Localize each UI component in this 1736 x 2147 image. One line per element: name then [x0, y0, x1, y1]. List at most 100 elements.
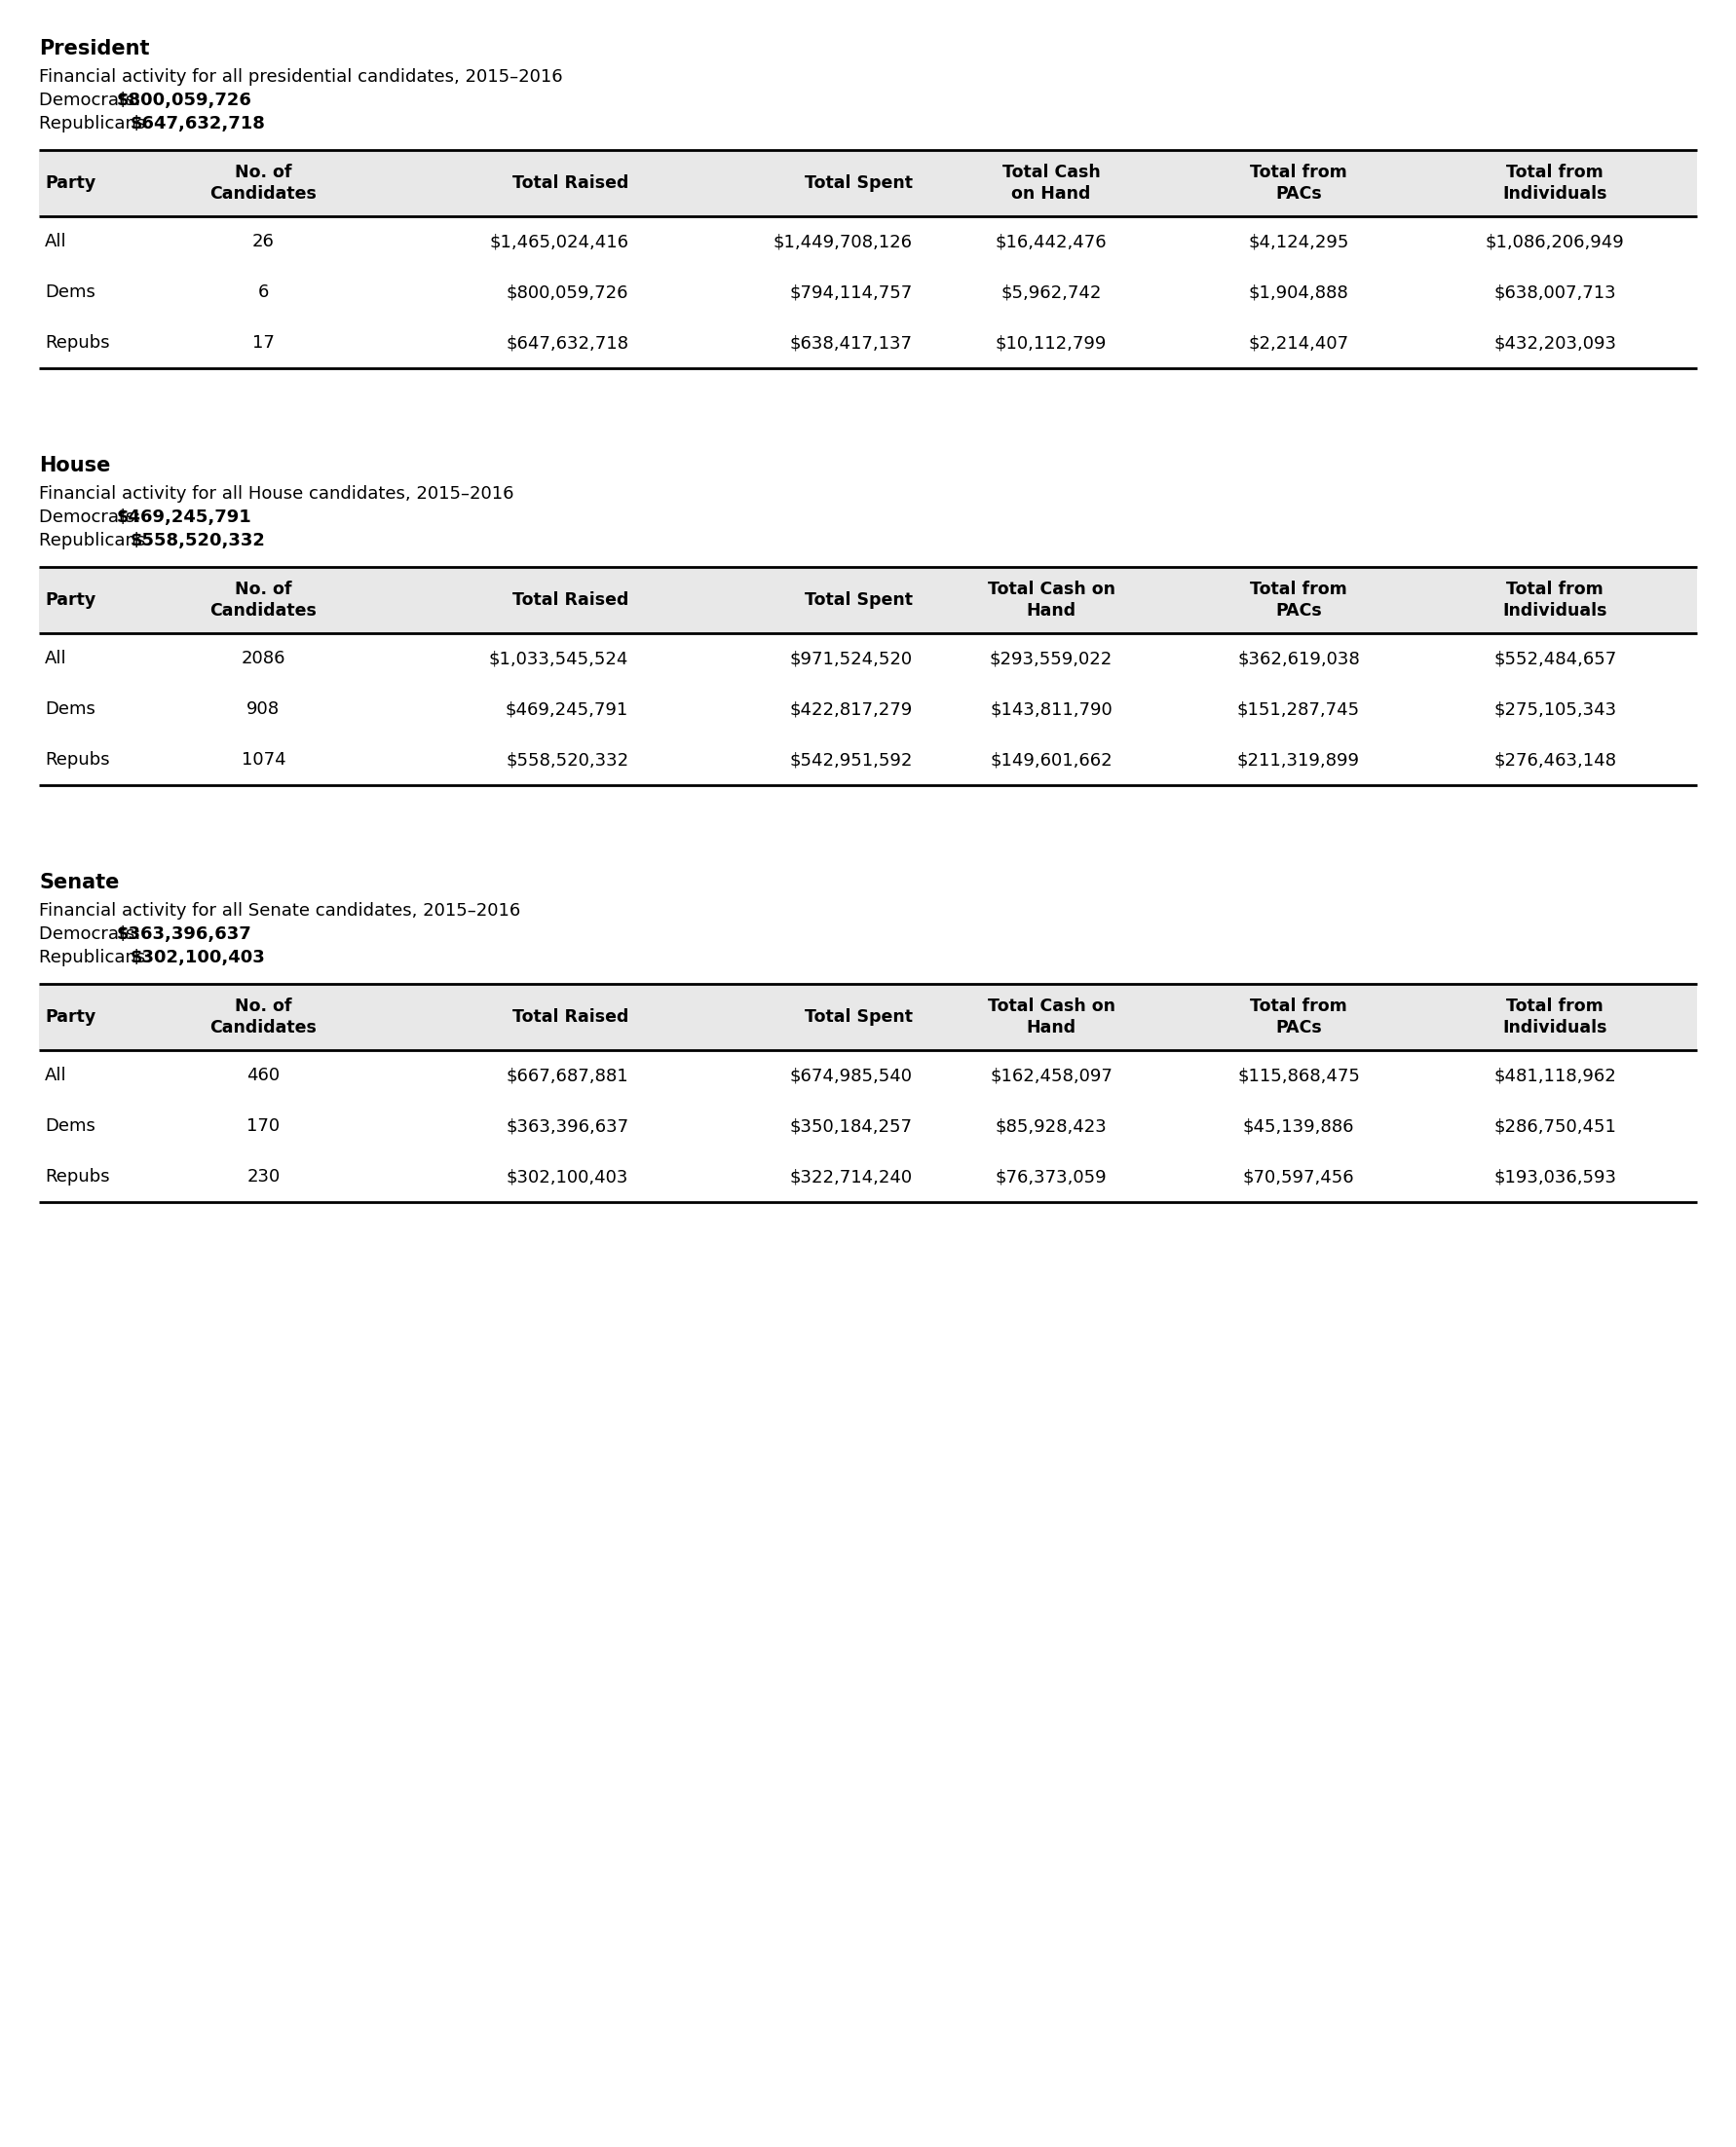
Text: $800,059,726: $800,059,726: [507, 283, 628, 301]
Text: $302,100,403: $302,100,403: [130, 949, 266, 966]
Text: $275,105,343: $275,105,343: [1493, 700, 1616, 717]
Text: Repubs: Repubs: [45, 335, 109, 352]
Text: Repubs: Repubs: [45, 751, 109, 769]
Text: $647,632,718: $647,632,718: [505, 335, 628, 352]
Text: Total Raised: Total Raised: [512, 590, 628, 610]
Text: Total from
PACs: Total from PACs: [1250, 582, 1347, 618]
Bar: [38, 734, 1698, 786]
Bar: [38, 685, 1698, 734]
Text: $481,118,962: $481,118,962: [1493, 1067, 1616, 1084]
Text: $85,928,423: $85,928,423: [995, 1116, 1108, 1136]
Text: 170: 170: [247, 1116, 279, 1136]
Text: Total from
Individuals: Total from Individuals: [1503, 998, 1608, 1037]
Bar: [38, 1151, 1698, 1202]
Text: $151,287,745: $151,287,745: [1238, 700, 1359, 717]
Text: $363,396,637: $363,396,637: [505, 1116, 628, 1136]
Text: Democrats:: Democrats:: [38, 925, 146, 943]
Bar: [38, 318, 1698, 369]
Text: All: All: [45, 651, 68, 668]
Text: 26: 26: [252, 232, 274, 251]
Text: Senate: Senate: [38, 874, 120, 893]
Text: $1,086,206,949: $1,086,206,949: [1486, 232, 1625, 251]
Text: $1,449,708,126: $1,449,708,126: [773, 232, 913, 251]
Text: $211,319,899: $211,319,899: [1238, 751, 1359, 769]
Text: $558,520,332: $558,520,332: [130, 532, 266, 550]
Text: Repubs: Repubs: [45, 1168, 109, 1185]
Text: 6: 6: [259, 283, 269, 301]
Text: Total Raised: Total Raised: [512, 174, 628, 191]
Text: No. of
Candidates: No. of Candidates: [210, 998, 318, 1037]
Text: Republicans:: Republicans:: [38, 949, 156, 966]
Text: $558,520,332: $558,520,332: [505, 751, 628, 769]
Text: Financial activity for all Senate candidates, 2015–2016: Financial activity for all Senate candid…: [38, 902, 521, 919]
Text: Total Spent: Total Spent: [804, 174, 913, 191]
Text: $10,112,799: $10,112,799: [995, 335, 1108, 352]
Text: $971,524,520: $971,524,520: [790, 651, 913, 668]
Text: House: House: [38, 455, 111, 474]
Text: Financial activity for all House candidates, 2015–2016: Financial activity for all House candida…: [38, 485, 514, 502]
Text: Democrats:: Democrats:: [38, 92, 146, 109]
Text: $552,484,657: $552,484,657: [1493, 651, 1616, 668]
Text: $193,036,593: $193,036,593: [1493, 1168, 1616, 1185]
Text: Party: Party: [45, 174, 95, 191]
Text: $350,184,257: $350,184,257: [790, 1116, 913, 1136]
Text: $674,985,540: $674,985,540: [790, 1067, 913, 1084]
Text: 17: 17: [252, 335, 274, 352]
Text: $362,619,038: $362,619,038: [1238, 651, 1359, 668]
Text: Total Spent: Total Spent: [804, 590, 913, 610]
Text: Dems: Dems: [45, 283, 95, 301]
Text: $70,597,456: $70,597,456: [1243, 1168, 1354, 1185]
Text: All: All: [45, 1067, 68, 1084]
Text: 908: 908: [247, 700, 279, 717]
Text: $638,417,137: $638,417,137: [790, 335, 913, 352]
Text: $469,245,791: $469,245,791: [116, 509, 252, 526]
Text: Total Spent: Total Spent: [804, 1009, 913, 1026]
Text: $794,114,757: $794,114,757: [790, 283, 913, 301]
Text: Total from
PACs: Total from PACs: [1250, 998, 1347, 1037]
Text: Dems: Dems: [45, 1116, 95, 1136]
Text: $638,007,713: $638,007,713: [1495, 283, 1616, 301]
Text: 230: 230: [247, 1168, 279, 1185]
Bar: [38, 266, 1698, 318]
Text: $76,373,059: $76,373,059: [995, 1168, 1108, 1185]
Text: Total Cash
on Hand: Total Cash on Hand: [1002, 163, 1101, 202]
Bar: [38, 1101, 1698, 1151]
Text: Democrats:: Democrats:: [38, 509, 146, 526]
Text: No. of
Candidates: No. of Candidates: [210, 163, 318, 202]
Text: $322,714,240: $322,714,240: [790, 1168, 913, 1185]
Bar: [38, 633, 1698, 685]
Text: Total Cash on
Hand: Total Cash on Hand: [988, 582, 1115, 618]
Text: 460: 460: [247, 1067, 279, 1084]
Text: $115,868,475: $115,868,475: [1238, 1067, 1359, 1084]
Text: Total from
Individuals: Total from Individuals: [1503, 163, 1608, 202]
Bar: [38, 150, 1698, 217]
Text: Financial activity for all presidential candidates, 2015–2016: Financial activity for all presidential …: [38, 69, 562, 86]
Bar: [38, 217, 1698, 266]
Bar: [38, 983, 1698, 1050]
Text: $1,904,888: $1,904,888: [1248, 283, 1349, 301]
Text: $542,951,592: $542,951,592: [790, 751, 913, 769]
Text: $2,214,407: $2,214,407: [1248, 335, 1349, 352]
Text: $469,245,791: $469,245,791: [505, 700, 628, 717]
Text: 2086: 2086: [241, 651, 285, 668]
Text: $276,463,148: $276,463,148: [1493, 751, 1616, 769]
Text: $647,632,718: $647,632,718: [130, 116, 266, 133]
Text: Dems: Dems: [45, 700, 95, 717]
Text: $800,059,726: $800,059,726: [116, 92, 252, 109]
Text: Total from
PACs: Total from PACs: [1250, 163, 1347, 202]
Text: Republicans:: Republicans:: [38, 116, 156, 133]
Text: $162,458,097: $162,458,097: [990, 1067, 1113, 1084]
Text: $149,601,662: $149,601,662: [990, 751, 1113, 769]
Text: $1,465,024,416: $1,465,024,416: [490, 232, 628, 251]
Text: $1,033,545,524: $1,033,545,524: [490, 651, 628, 668]
Text: Total Cash on
Hand: Total Cash on Hand: [988, 998, 1115, 1037]
Text: $4,124,295: $4,124,295: [1248, 232, 1349, 251]
Text: $432,203,093: $432,203,093: [1493, 335, 1616, 352]
Text: $293,559,022: $293,559,022: [990, 651, 1113, 668]
Text: $143,811,790: $143,811,790: [990, 700, 1113, 717]
Text: $5,962,742: $5,962,742: [1002, 283, 1102, 301]
Text: 1074: 1074: [241, 751, 286, 769]
Text: President: President: [38, 39, 149, 58]
Text: $286,750,451: $286,750,451: [1493, 1116, 1616, 1136]
Text: Republicans:: Republicans:: [38, 532, 156, 550]
